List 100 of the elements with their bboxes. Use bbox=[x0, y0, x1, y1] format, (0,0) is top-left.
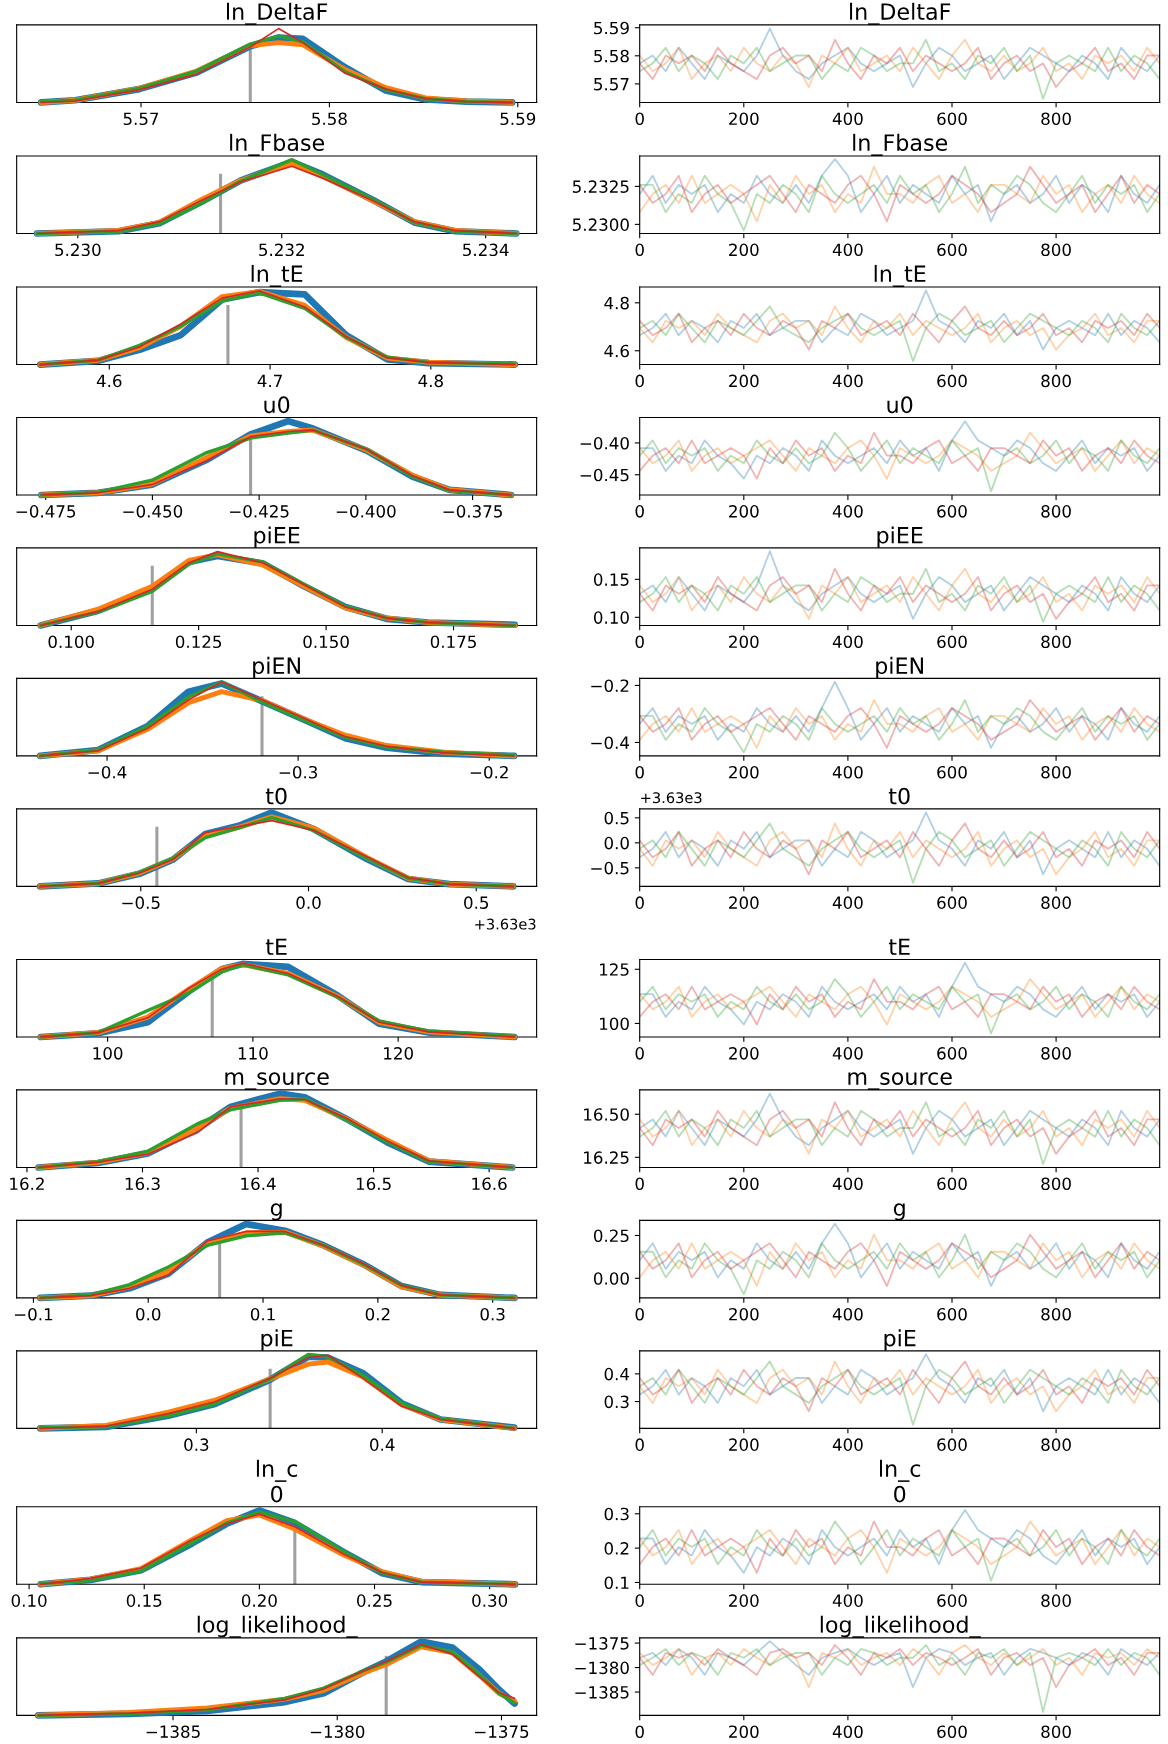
x-tick-label: 0.30 bbox=[472, 1594, 508, 1607]
x-tick-label: −0.2 bbox=[470, 765, 508, 779]
x-tick-label: 600 bbox=[937, 112, 967, 126]
chart-title: ln_DeltaF bbox=[850, 2, 951, 25]
x-tick-label: 600 bbox=[937, 1177, 967, 1191]
y-tick-label: 16.25 bbox=[584, 1151, 629, 1164]
y-tick-label: 5.2325 bbox=[572, 180, 629, 193]
x-tick-label: 200 bbox=[729, 1725, 759, 1738]
y-tick-label: −0.4 bbox=[591, 736, 630, 749]
x-tick-label: 110 bbox=[238, 1047, 268, 1060]
x-tick-label: 400 bbox=[832, 1725, 863, 1738]
x-tick-label: −1375 bbox=[475, 1725, 529, 1738]
x-tick-label: 0.1 bbox=[250, 1307, 275, 1321]
x-tick-label: 200 bbox=[729, 1177, 759, 1191]
y-tick-label: 0.5 bbox=[604, 811, 629, 825]
x-tick-label: 16.4 bbox=[241, 1177, 276, 1191]
x-tick-label: 600 bbox=[937, 505, 967, 518]
x-tick-label: 0 bbox=[635, 635, 644, 649]
x-tick-label: 5.59 bbox=[500, 112, 536, 126]
x-tick-label: 0.5 bbox=[464, 896, 489, 909]
y-tick-label: 4.6 bbox=[604, 344, 629, 358]
x-tick-label: −0.3 bbox=[279, 765, 318, 779]
y-tick-label: 0.00 bbox=[593, 1272, 629, 1285]
x-tick-label: 600 bbox=[937, 765, 967, 779]
x-tick-label: 800 bbox=[1041, 765, 1071, 779]
x-tick-label: 0 bbox=[635, 243, 644, 257]
chart-title: tE bbox=[888, 938, 910, 955]
x-tick-label: 800 bbox=[1041, 1307, 1071, 1321]
x-tick-label: 200 bbox=[729, 243, 759, 257]
x-tick-label: 0.100 bbox=[48, 635, 94, 649]
chart-title: ln_c 0 bbox=[879, 1459, 921, 1503]
x-tick-label: −0.450 bbox=[123, 505, 183, 518]
x-tick-label: 100 bbox=[93, 1047, 123, 1060]
x-tick-label: 0.10 bbox=[11, 1594, 47, 1607]
y-tick-label: 0.2 bbox=[604, 1542, 629, 1555]
chart-title: m_source bbox=[848, 1072, 952, 1090]
x-tick-label: 4.8 bbox=[418, 374, 443, 388]
x-tick-label: 200 bbox=[729, 1438, 759, 1451]
x-tick-label: −0.475 bbox=[16, 505, 76, 518]
x-tick-label: 0 bbox=[635, 112, 644, 126]
y-tick-label: 0.10 bbox=[593, 611, 629, 624]
x-tick-label: 5.230 bbox=[55, 243, 101, 257]
x-tick-label: 4.7 bbox=[257, 374, 282, 387]
x-tick-label: 16.6 bbox=[472, 1177, 507, 1191]
x-tick-label: 0.2 bbox=[365, 1307, 390, 1321]
chart-title: t0 bbox=[888, 787, 910, 805]
y-tick-label: −0.5 bbox=[591, 861, 629, 875]
x-tick-label: 600 bbox=[937, 1307, 967, 1321]
x-tick-label: 200 bbox=[729, 112, 759, 126]
x-tick-label: 600 bbox=[937, 374, 967, 388]
x-tick-label: 600 bbox=[937, 243, 967, 257]
chart-title: ln_Fbase bbox=[230, 133, 325, 156]
x-tick-label: 400 bbox=[832, 1307, 863, 1321]
y-tick-label: 16.50 bbox=[584, 1108, 629, 1121]
y-tick-label: −1380 bbox=[575, 1661, 629, 1675]
x-tick-label: 400 bbox=[832, 112, 863, 126]
x-tick-label: 0 bbox=[635, 1438, 644, 1451]
x-tick-label: 400 bbox=[832, 1438, 863, 1451]
x-tick-label: 800 bbox=[1041, 112, 1071, 126]
x-tick-label: 600 bbox=[937, 1047, 967, 1060]
chart-title: t0 bbox=[265, 787, 287, 805]
x-tick-label: 5.58 bbox=[312, 112, 347, 126]
x-tick-label: 5.232 bbox=[259, 243, 304, 257]
y-tick-label: −0.45 bbox=[580, 468, 629, 482]
x-tick-label: 0.25 bbox=[357, 1594, 392, 1607]
x-tick-label: 0 bbox=[635, 505, 644, 518]
chart-title: m_source bbox=[225, 1072, 329, 1090]
x-tick-label: 600 bbox=[937, 896, 967, 909]
chart-title: ln_c 0 bbox=[256, 1459, 298, 1503]
x-tick-label: −0.1 bbox=[14, 1307, 53, 1321]
y-tick-label: 0.3 bbox=[604, 1507, 629, 1521]
y-tick-label: 5.58 bbox=[594, 49, 629, 63]
x-tick-label: 0 bbox=[635, 896, 644, 909]
x-tick-label: 0.3 bbox=[480, 1307, 505, 1321]
chart-title: piEN bbox=[876, 656, 923, 679]
x-tick-label: 800 bbox=[1041, 1047, 1071, 1060]
x-tick-label: 0 bbox=[635, 1594, 644, 1607]
x-tick-label: 400 bbox=[832, 243, 863, 257]
text: +3.63e3 bbox=[475, 918, 536, 930]
x-tick-label: 0 bbox=[635, 374, 644, 388]
x-tick-label: 800 bbox=[1041, 1594, 1071, 1607]
x-tick-label: 0 bbox=[635, 1177, 644, 1191]
x-tick-label: 120 bbox=[384, 1047, 413, 1060]
x-tick-label: 0.20 bbox=[241, 1594, 277, 1607]
y-tick-label: 0.4 bbox=[604, 1367, 630, 1381]
x-tick-label: 600 bbox=[937, 635, 967, 649]
chart-title: ln_tE bbox=[251, 264, 303, 288]
y-tick-label: 125 bbox=[600, 963, 629, 976]
chart-title: log_likelihood_ bbox=[197, 1615, 358, 1638]
x-tick-label: 200 bbox=[729, 1594, 759, 1607]
x-tick-label: 200 bbox=[729, 505, 759, 518]
x-tick-label: 400 bbox=[832, 1177, 863, 1191]
x-tick-label: −0.425 bbox=[230, 505, 289, 518]
x-tick-label: 400 bbox=[832, 505, 863, 518]
chart-title: piEN bbox=[253, 656, 300, 679]
x-tick-label: 0.15 bbox=[126, 1594, 162, 1607]
chart-title: g bbox=[270, 1203, 282, 1221]
chart-title: piE bbox=[884, 1329, 916, 1351]
y-tick-label: 5.2300 bbox=[572, 218, 629, 231]
y-tick-label: 0.0 bbox=[604, 836, 629, 850]
